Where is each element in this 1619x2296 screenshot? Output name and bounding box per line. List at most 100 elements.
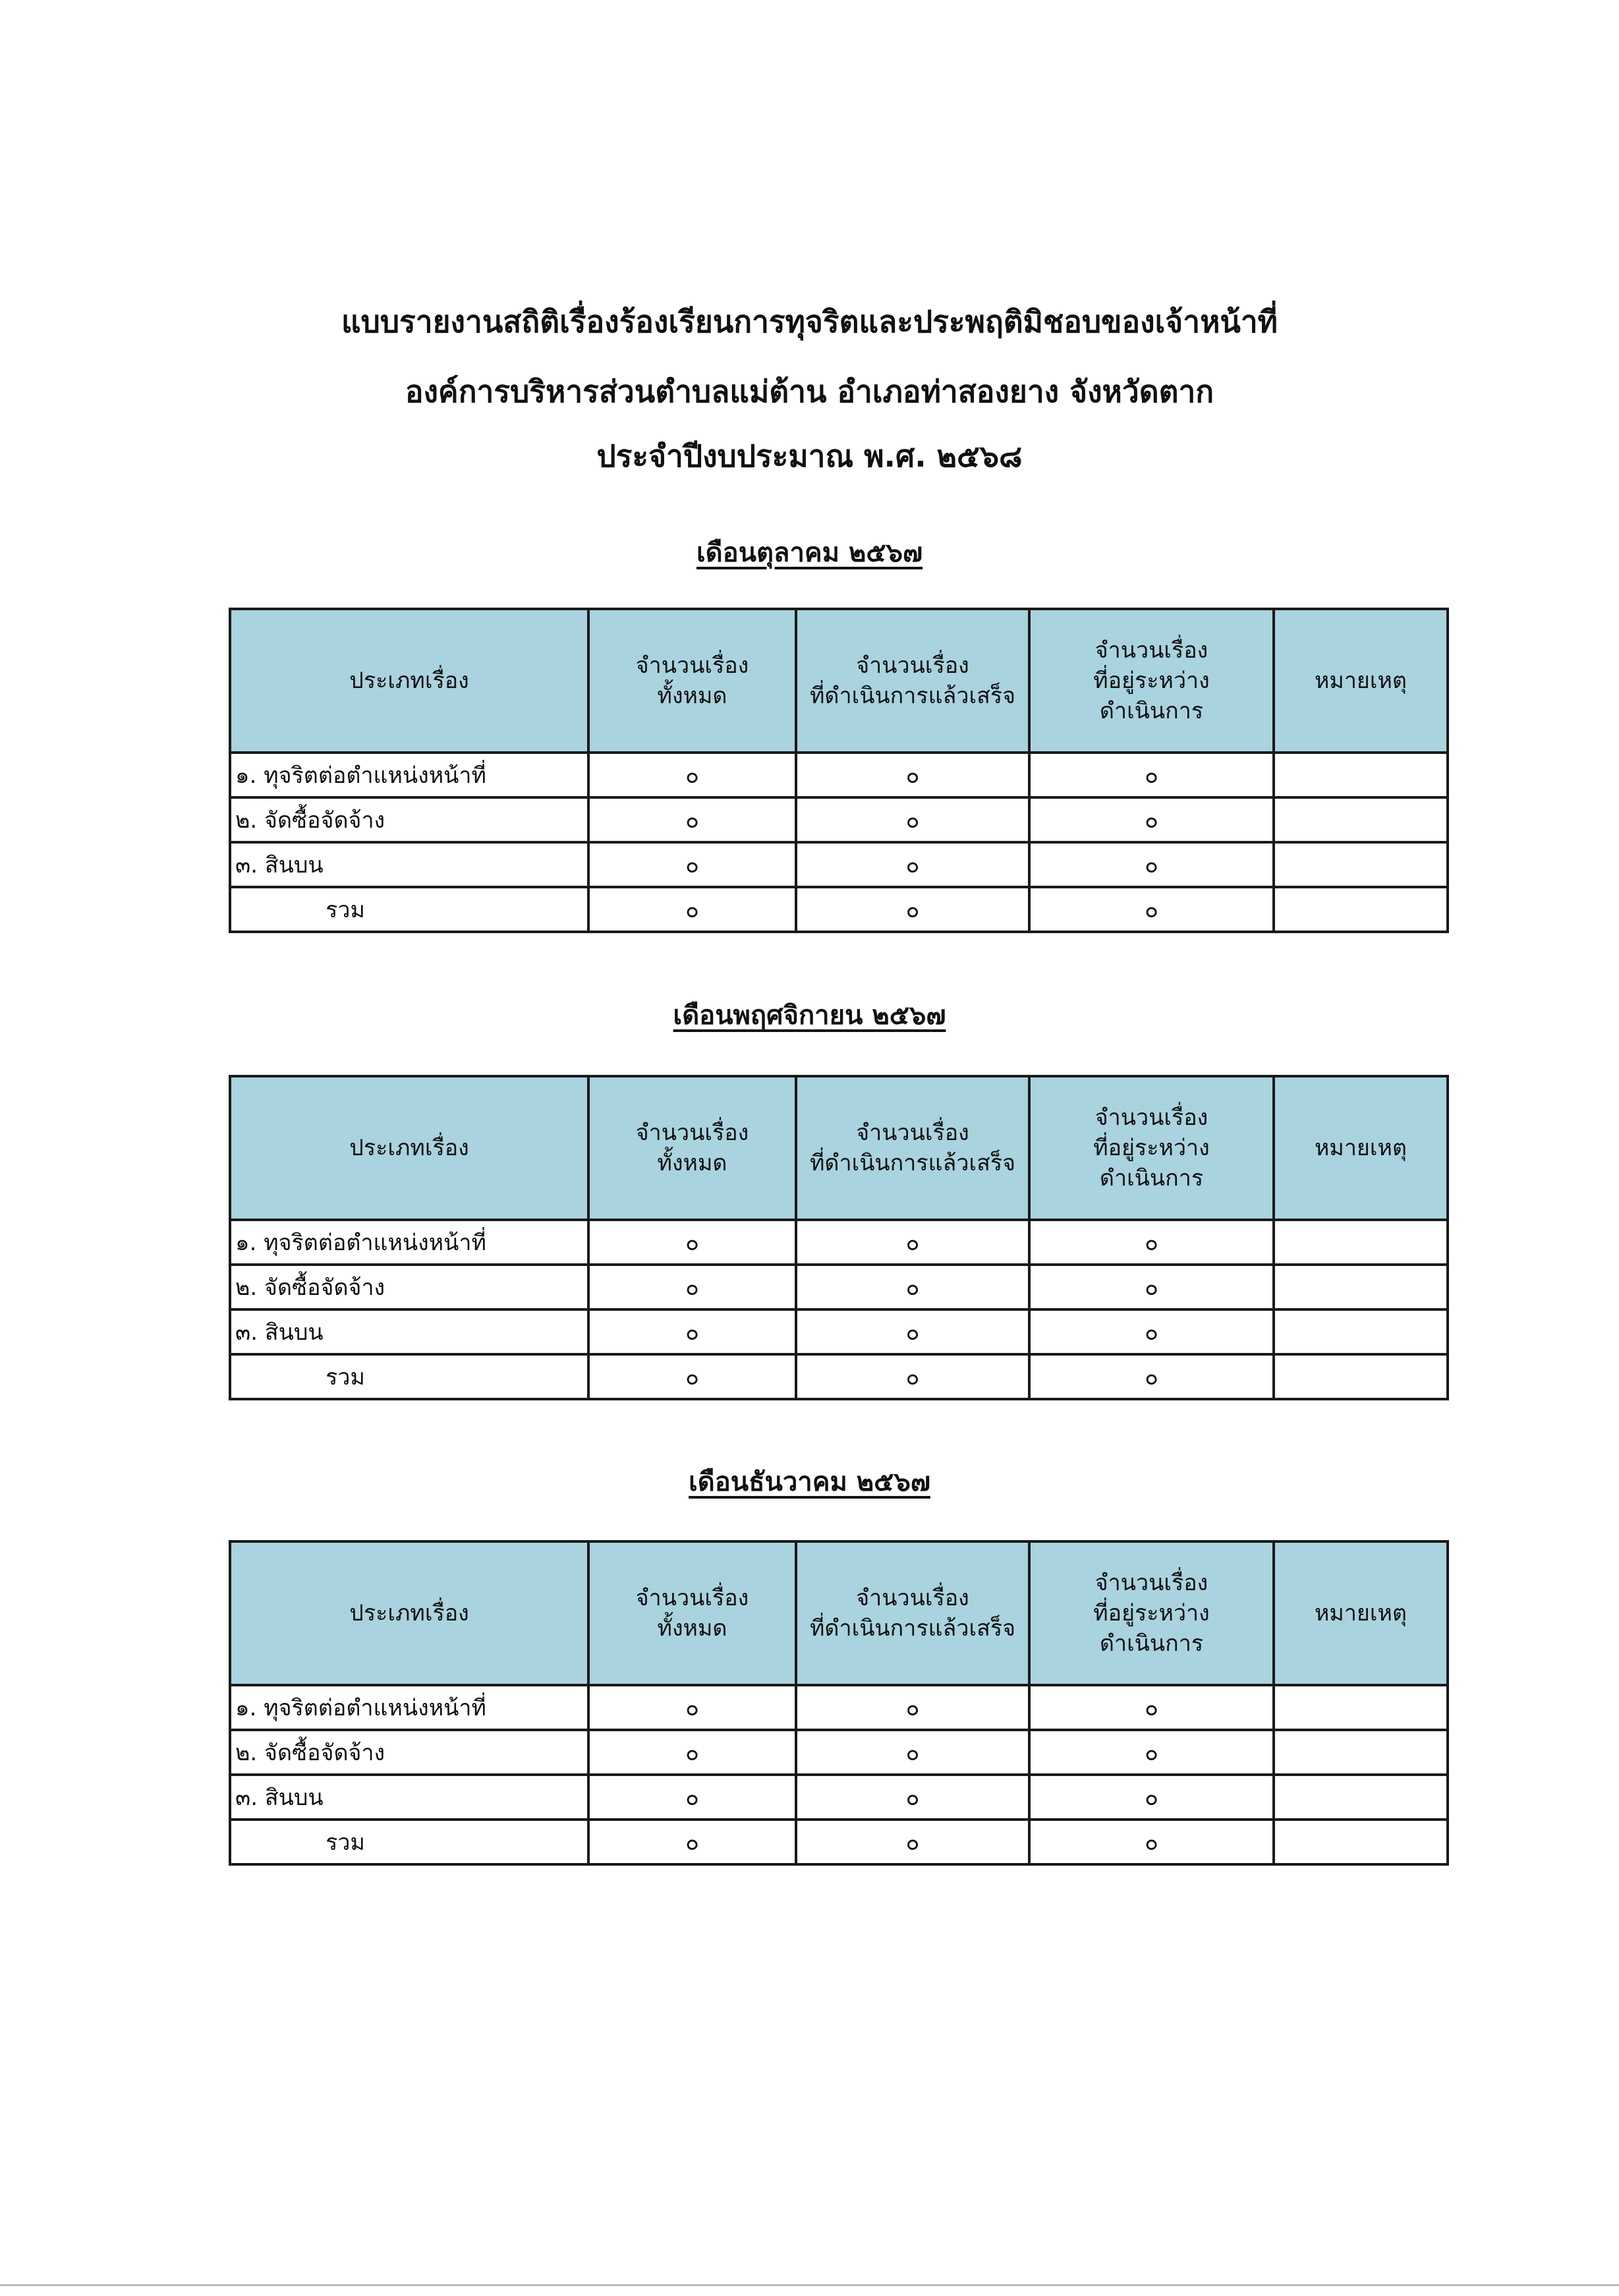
header-row: ประเภทเรื่อง จำนวนเรื่อง ทั้งหมด จำนวนเรื่… — [229, 1075, 1449, 1221]
cell-pending: ๐ — [1028, 1308, 1275, 1356]
column-header: จำนวนเรื่อง ที่ดำเนินการแล้วเสร็จ — [795, 608, 1031, 754]
table-row: ๓. สินบน๐๐๐ — [229, 1308, 1449, 1356]
organization-name: องค์การบริหารส่วนตำบลแม่ต้าน อำเภอท่าสอง… — [405, 374, 1214, 409]
cell-done: ๐ — [795, 1729, 1031, 1776]
column-header: ประเภทเรื่อง — [229, 1075, 590, 1221]
header-row: ประเภทเรื่อง จำนวนเรื่อง ทั้งหมด จำนวนเรื่… — [229, 1540, 1449, 1686]
cell-note — [1272, 1773, 1449, 1821]
column-header: หมายเหตุ — [1272, 608, 1449, 754]
cell-note — [1272, 1219, 1449, 1266]
column-header: จำนวนเรื่อง ทั้งหมด — [587, 1540, 797, 1686]
report-title: แบบรายงานสถิติเรื่องร้องเรียนการทุจริตแล… — [341, 304, 1278, 339]
statistics-table: ประเภทเรื่อง จำนวนเรื่อง ทั้งหมด จำนวนเรื่… — [229, 1075, 1449, 1400]
cell-note — [1272, 841, 1449, 888]
table-row: ๑. ทุจริตต่อตำแหน่งหน้าที่๐๐๐ — [229, 1219, 1449, 1266]
cell-total: ๐ — [587, 1773, 797, 1821]
cell-total: ๐ — [587, 1684, 797, 1731]
cell-done: ๐ — [795, 1353, 1031, 1400]
table-row: ๒. จัดซื้อจัดจ้าง๐๐๐ — [229, 1263, 1449, 1311]
cell-type: รวม — [229, 1353, 590, 1400]
cell-done: ๐ — [795, 1263, 1031, 1311]
month-heading: เดือนธันวาคม ๒๕๖๗ — [689, 1467, 930, 1497]
cell-pending: ๐ — [1028, 886, 1275, 933]
table-row: ๓. สินบน๐๐๐ — [229, 1773, 1449, 1821]
cell-note — [1272, 886, 1449, 933]
cell-done: ๐ — [795, 841, 1031, 888]
table-row: ๑. ทุจริตต่อตำแหน่งหน้าที่๐๐๐ — [229, 1684, 1449, 1731]
cell-type: ๓. สินบน — [229, 1773, 590, 1821]
column-header: จำนวนเรื่อง ที่อยู่ระหว่าง ดำเนินการ — [1028, 608, 1275, 754]
column-header: จำนวนเรื่อง ที่อยู่ระหว่าง ดำเนินการ — [1028, 1540, 1275, 1686]
cell-note — [1272, 1684, 1449, 1731]
cell-pending: ๐ — [1028, 1818, 1275, 1866]
month-heading: เดือนพฤศจิกายน ๒๕๖๗ — [673, 1000, 946, 1031]
total-row: รวม๐๐๐ — [229, 1353, 1449, 1400]
cell-note — [1272, 796, 1449, 844]
cell-total: ๐ — [587, 796, 797, 844]
column-header: จำนวนเรื่อง ทั้งหมด — [587, 608, 797, 754]
cell-pending: ๐ — [1028, 1729, 1275, 1776]
cell-total: ๐ — [587, 751, 797, 799]
cell-type: ๒. จัดซื้อจัดจ้าง — [229, 1729, 590, 1776]
cell-total: ๐ — [587, 1729, 797, 1776]
cell-done: ๐ — [795, 1684, 1031, 1731]
table-row: ๑. ทุจริตต่อตำแหน่งหน้าที่๐๐๐ — [229, 751, 1449, 799]
cell-note — [1272, 1263, 1449, 1311]
cell-type: ๓. สินบน — [229, 1308, 590, 1356]
fiscal-year: ประจำปีงบประมาณ พ.ศ. ๒๕๖๘ — [596, 438, 1023, 474]
cell-type: ๒. จัดซื้อจัดจ้าง — [229, 796, 590, 844]
cell-type: ๑. ทุจริตต่อตำแหน่งหน้าที่ — [229, 1219, 590, 1266]
cell-type: รวม — [229, 886, 590, 933]
cell-total: ๐ — [587, 1263, 797, 1311]
column-header: หมายเหตุ — [1272, 1075, 1449, 1221]
cell-total: ๐ — [587, 1308, 797, 1356]
cell-note — [1272, 1308, 1449, 1356]
cell-note — [1272, 1729, 1449, 1776]
column-header: จำนวนเรื่อง ที่ดำเนินการแล้วเสร็จ — [795, 1540, 1031, 1686]
scan-edge-line — [0, 2284, 1619, 2286]
cell-done: ๐ — [795, 1219, 1031, 1266]
cell-type: รวม — [229, 1818, 590, 1866]
cell-total: ๐ — [587, 1818, 797, 1866]
cell-total: ๐ — [587, 841, 797, 888]
cell-type: ๓. สินบน — [229, 841, 590, 888]
column-header: หมายเหตุ — [1272, 1540, 1449, 1686]
cell-done: ๐ — [795, 796, 1031, 844]
cell-type: ๒. จัดซื้อจัดจ้าง — [229, 1263, 590, 1311]
cell-pending: ๐ — [1028, 1684, 1275, 1731]
cell-note — [1272, 751, 1449, 799]
column-header: ประเภทเรื่อง — [229, 608, 590, 754]
table-row: ๓. สินบน๐๐๐ — [229, 841, 1449, 888]
cell-pending: ๐ — [1028, 751, 1275, 799]
cell-total: ๐ — [587, 886, 797, 933]
table-row: ๒. จัดซื้อจัดจ้าง๐๐๐ — [229, 796, 1449, 844]
month-heading: เดือนตุลาคม ๒๕๖๗ — [696, 538, 923, 568]
column-header: ประเภทเรื่อง — [229, 1540, 590, 1686]
cell-pending: ๐ — [1028, 1263, 1275, 1311]
total-row: รวม๐๐๐ — [229, 886, 1449, 933]
cell-pending: ๐ — [1028, 841, 1275, 888]
cell-type: ๑. ทุจริตต่อตำแหน่งหน้าที่ — [229, 751, 590, 799]
cell-note — [1272, 1818, 1449, 1866]
cell-done: ๐ — [795, 886, 1031, 933]
cell-pending: ๐ — [1028, 796, 1275, 844]
column-header: จำนวนเรื่อง ทั้งหมด — [587, 1075, 797, 1221]
column-header: จำนวนเรื่อง ที่อยู่ระหว่าง ดำเนินการ — [1028, 1075, 1275, 1221]
cell-pending: ๐ — [1028, 1353, 1275, 1400]
cell-done: ๐ — [795, 1308, 1031, 1356]
cell-type: ๑. ทุจริตต่อตำแหน่งหน้าที่ — [229, 1684, 590, 1731]
column-header: จำนวนเรื่อง ที่ดำเนินการแล้วเสร็จ — [795, 1075, 1031, 1221]
statistics-table: ประเภทเรื่อง จำนวนเรื่อง ทั้งหมด จำนวนเรื่… — [229, 1540, 1449, 1866]
total-row: รวม๐๐๐ — [229, 1818, 1449, 1866]
cell-pending: ๐ — [1028, 1219, 1275, 1266]
cell-pending: ๐ — [1028, 1773, 1275, 1821]
table-row: ๒. จัดซื้อจัดจ้าง๐๐๐ — [229, 1729, 1449, 1776]
cell-done: ๐ — [795, 751, 1031, 799]
cell-done: ๐ — [795, 1818, 1031, 1866]
header-row: ประเภทเรื่อง จำนวนเรื่อง ทั้งหมด จำนวนเรื่… — [229, 608, 1449, 754]
cell-note — [1272, 1353, 1449, 1400]
cell-total: ๐ — [587, 1219, 797, 1266]
cell-total: ๐ — [587, 1353, 797, 1400]
cell-done: ๐ — [795, 1773, 1031, 1821]
statistics-table: ประเภทเรื่อง จำนวนเรื่อง ทั้งหมด จำนวนเรื่… — [229, 608, 1449, 933]
